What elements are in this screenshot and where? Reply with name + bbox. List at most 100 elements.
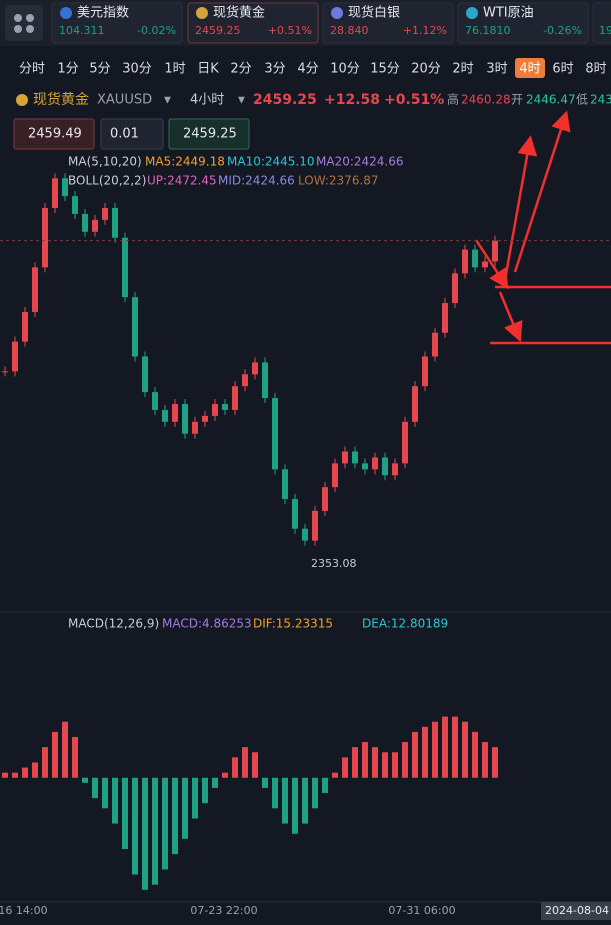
ticker-price: 2459.25 — [195, 24, 241, 37]
ticker-icon — [331, 7, 343, 19]
x-label: 2024-08-04 — [545, 904, 609, 917]
ticker-card[interactable] — [457, 2, 589, 44]
candle — [72, 196, 78, 214]
macd-bar — [332, 772, 338, 778]
candle — [292, 499, 298, 529]
order-lot-text: 0.01 — [110, 127, 139, 142]
symbol-code: XAUUSD — [97, 93, 152, 108]
candle — [452, 273, 458, 304]
order-buy-text: 2459.25 — [183, 127, 237, 142]
macd-bar — [492, 747, 498, 778]
candle — [282, 469, 288, 500]
candle — [212, 404, 218, 416]
macd-bar — [432, 721, 438, 778]
indicator-up: UP:2472.45 — [147, 174, 217, 188]
order-sell[interactable] — [13, 118, 95, 150]
ticker-card[interactable] — [322, 2, 454, 44]
candle — [82, 213, 88, 232]
timeframe[interactable]: 1时 — [164, 62, 185, 77]
macd-bar — [352, 747, 358, 778]
symbol-name: 现货黄金 — [33, 91, 89, 108]
ticker-overflow: 19 — [599, 24, 611, 37]
order-buy[interactable] — [168, 118, 250, 150]
timeframe[interactable]: 1分 — [57, 62, 78, 77]
macd-bar — [442, 716, 448, 778]
candle — [432, 332, 438, 357]
candle — [242, 374, 248, 387]
macd-bar — [252, 752, 258, 778]
date-badge — [541, 902, 611, 920]
timeframe[interactable]: 2时 — [452, 62, 473, 77]
macd-bar — [102, 777, 108, 809]
macd-bar — [202, 777, 208, 804]
x-label: 07-31 06:00 — [388, 904, 455, 917]
macd-bar — [462, 721, 468, 778]
timeframe[interactable]: 4时 — [519, 62, 540, 77]
macd-bar — [22, 767, 28, 778]
timeframe[interactable]: 8时 — [585, 62, 606, 77]
candle — [342, 451, 348, 464]
timeframe[interactable]: 分时 — [19, 62, 45, 77]
macd-bar — [132, 777, 138, 875]
ticker-card[interactable] — [187, 2, 319, 44]
candle — [482, 261, 488, 268]
macd-dif: DIF:15.23315 — [253, 617, 333, 631]
timeframe[interactable]: 4分 — [297, 62, 318, 77]
low-price-label: 2353.08 — [311, 557, 357, 570]
timeframe[interactable]: 日K — [197, 62, 219, 77]
candle — [112, 208, 118, 238]
candle — [222, 404, 228, 410]
ticker-price: 28.840 — [330, 24, 369, 37]
symbol-period: 4小时 — [190, 93, 224, 108]
candle — [202, 415, 208, 422]
macd-bar — [422, 726, 428, 778]
macd-bar — [182, 777, 188, 839]
candle — [382, 457, 388, 476]
active-timeframe — [515, 58, 545, 78]
macd-bar — [172, 777, 178, 855]
order-lot[interactable] — [100, 118, 164, 150]
macd-bar — [242, 747, 248, 778]
candle — [372, 457, 378, 470]
symbol-open: 2446.47 — [526, 93, 576, 107]
macd-bar — [312, 777, 318, 809]
symbol-icon — [16, 94, 28, 106]
ticker-price: 104.311 — [59, 24, 105, 37]
menu-button[interactable] — [5, 5, 43, 41]
macd-bar — [262, 777, 268, 788]
candle — [472, 249, 478, 268]
ticker-name: WTI原油 — [483, 6, 534, 21]
candle — [312, 510, 318, 541]
timeframe[interactable]: 10分 — [330, 62, 360, 77]
candle — [272, 398, 278, 470]
indicator-low: LOW:2376.87 — [298, 174, 379, 188]
timeframe[interactable]: 6时 — [552, 62, 573, 77]
timeframe[interactable]: 3时 — [486, 62, 507, 77]
indicator-ma: MA(5,10,20) — [68, 155, 142, 169]
macd-bar — [392, 752, 398, 778]
ticker-card[interactable] — [51, 2, 183, 44]
macd-title: MACD(12,26,9) — [68, 617, 159, 631]
timeframe[interactable]: 5分 — [89, 62, 110, 77]
dropdown-caret: ▼ — [164, 96, 171, 106]
timeframe[interactable]: 30分 — [122, 62, 152, 77]
macd-bar — [302, 777, 308, 824]
macd-bar — [382, 752, 388, 778]
macd-dea: DEA:12.80189 — [362, 617, 448, 631]
macd-bar — [472, 731, 478, 778]
ticker-icon — [196, 7, 208, 19]
macd-bar — [32, 762, 38, 778]
timeframe[interactable]: 3分 — [264, 62, 285, 77]
timeframe[interactable]: 15分 — [370, 62, 400, 77]
macd-bar — [482, 742, 488, 778]
ticker-icon — [60, 7, 72, 19]
macd-bar — [342, 757, 348, 778]
timeframe[interactable]: 2分 — [230, 62, 251, 77]
ticker-card[interactable] — [592, 2, 611, 44]
candle — [322, 487, 328, 511]
timeframe[interactable]: 20分 — [411, 62, 441, 77]
symbol-low: 243 — [590, 93, 611, 107]
macd-bar — [52, 731, 58, 778]
macd-bar — [142, 777, 148, 890]
